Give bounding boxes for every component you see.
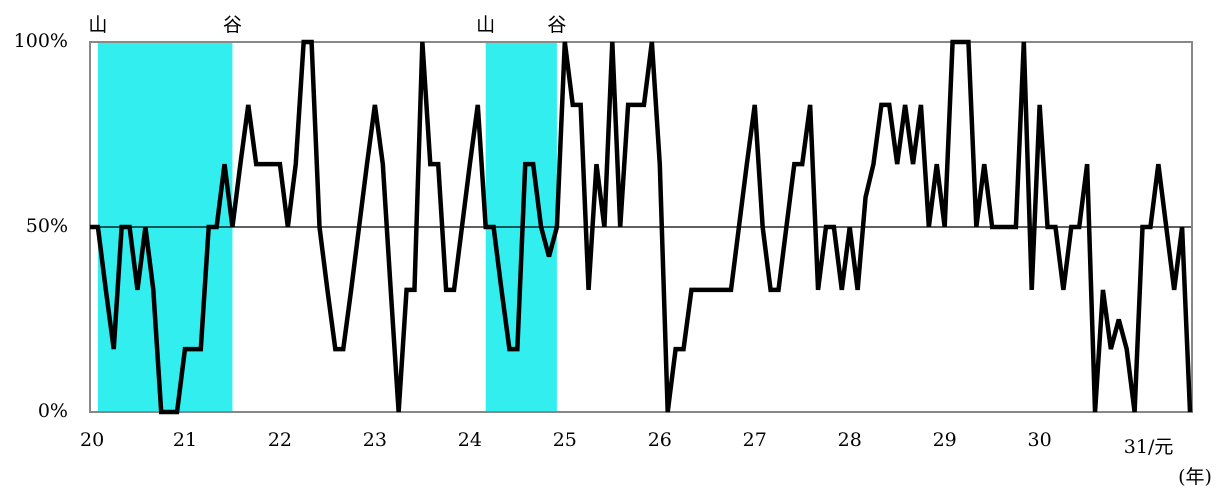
- x-tick-label: 30: [1028, 429, 1052, 451]
- x-tick-label: 25: [553, 429, 577, 451]
- period-end-label: 谷: [547, 14, 566, 36]
- x-tick-label: 24: [458, 429, 482, 451]
- x-tick-label: 27: [743, 429, 767, 451]
- period-end-label: 谷: [223, 14, 242, 36]
- x-tick-label: 28: [838, 429, 862, 451]
- x-tick-label: 23: [363, 429, 387, 451]
- x-tick-label: 31/元: [1124, 436, 1174, 458]
- x-tick-label: 20: [80, 429, 104, 451]
- x-tick-label: 22: [268, 429, 292, 451]
- x-tick-label: 29: [933, 429, 957, 451]
- y-tick-label: 50%: [26, 215, 68, 237]
- x-tick-label: 26: [648, 429, 672, 451]
- y-tick-label: 0%: [38, 400, 68, 422]
- y-tick-label: 100%: [14, 30, 68, 52]
- period-start-label: 山: [88, 14, 107, 36]
- x-tick-label: 21: [173, 429, 197, 451]
- x-unit-label: (年): [1178, 466, 1212, 488]
- data-line: [90, 39, 1193, 415]
- period-start-label: 山: [476, 14, 495, 36]
